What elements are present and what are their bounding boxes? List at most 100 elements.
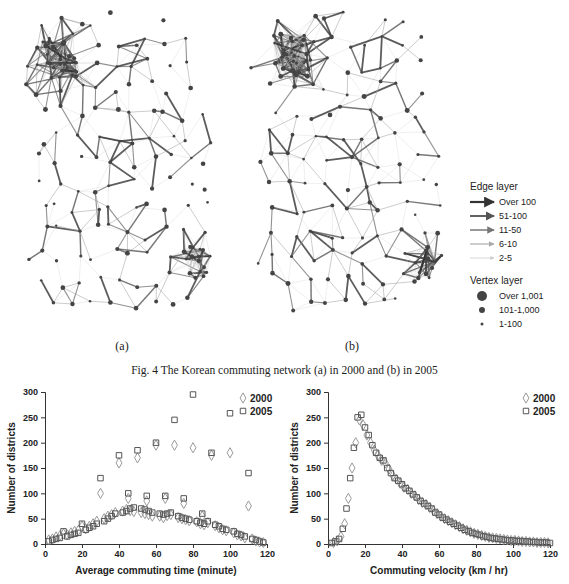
network-node [135, 285, 139, 289]
point [168, 510, 173, 515]
network-node [93, 190, 98, 195]
network-node [182, 228, 185, 231]
network-node [290, 39, 294, 43]
network-edge [50, 64, 52, 78]
point [94, 521, 99, 526]
axis-line [329, 545, 551, 549]
network-node [43, 44, 48, 49]
network-edge [327, 47, 350, 58]
point [329, 540, 334, 545]
network-node [312, 259, 315, 262]
point [79, 521, 84, 526]
network-node [82, 84, 85, 87]
tick-mark [41, 443, 45, 444]
network-edge [283, 57, 296, 75]
network-node [76, 133, 79, 136]
point [246, 470, 251, 475]
network-node [55, 224, 57, 226]
network-edge [378, 164, 400, 167]
network-edge [38, 153, 39, 180]
network-edge [311, 279, 325, 303]
network-edge [314, 238, 332, 261]
network-edge [46, 184, 61, 205]
tick-label: 100 [306, 489, 321, 499]
network-edge [96, 67, 117, 88]
network-edge [346, 276, 349, 300]
tick: 100 [306, 489, 328, 499]
network-node [58, 76, 61, 79]
network-edge [78, 135, 97, 157]
network-edge [76, 62, 97, 63]
point [246, 501, 252, 511]
network-node [182, 249, 187, 254]
point [440, 515, 445, 520]
network-edge [324, 19, 332, 38]
point [187, 517, 192, 522]
network-node [188, 271, 193, 276]
network-node [201, 113, 204, 116]
point [149, 511, 155, 521]
network-edge [276, 87, 295, 113]
point [150, 510, 155, 515]
network-edge [170, 257, 171, 273]
network-node [273, 42, 276, 45]
network-node [393, 131, 397, 135]
network-node [134, 306, 139, 311]
network-edge [50, 63, 52, 77]
network-node [187, 204, 190, 207]
network-node [295, 62, 298, 65]
y-axis-title: Number of districts [6, 422, 17, 514]
y-axis-title: Number of districts [289, 422, 300, 514]
network-node [203, 231, 206, 234]
network-node [197, 255, 201, 259]
series [46, 392, 266, 545]
network-node [35, 45, 39, 49]
point [540, 540, 545, 545]
network-node [287, 179, 292, 184]
network-edge [272, 207, 304, 212]
network-edge [46, 206, 47, 227]
network-node [117, 44, 121, 48]
point [76, 530, 81, 535]
tick-label: 80 [188, 549, 198, 559]
tick-label: 50 [311, 514, 321, 524]
network-edge [328, 250, 333, 279]
tick-mark [324, 544, 328, 545]
network-node [346, 274, 351, 279]
network-edge [371, 110, 395, 133]
network-edge [292, 256, 311, 279]
point [261, 540, 266, 545]
network-edge [42, 251, 56, 261]
network-node [419, 58, 423, 62]
network-edge [327, 58, 348, 73]
network-node [428, 276, 431, 279]
network-edge [293, 303, 325, 311]
network-node [281, 66, 286, 71]
network-node [201, 161, 206, 166]
network-node [154, 284, 158, 288]
network-node [160, 109, 165, 114]
tick-label: 60 [151, 549, 161, 559]
network-node [361, 282, 365, 286]
network-node [292, 54, 296, 58]
network-node [377, 137, 380, 140]
network-node [125, 230, 129, 234]
network-edge [347, 95, 364, 97]
network-node [131, 141, 135, 145]
network-node [257, 262, 260, 265]
network-edge [95, 108, 129, 112]
network-node [360, 262, 364, 266]
tick-mark [82, 544, 83, 548]
network-node [331, 248, 335, 252]
tick: 100 [223, 544, 238, 559]
network-node [46, 53, 49, 56]
network-node [80, 155, 83, 158]
network-edge [323, 89, 347, 95]
network-node [297, 70, 301, 74]
legend-label: Over 1,001 [499, 291, 544, 301]
tick: 60 [434, 544, 444, 559]
network-node [384, 254, 387, 257]
network-node [167, 270, 171, 274]
network-node [323, 182, 326, 185]
network-edge [120, 280, 138, 287]
